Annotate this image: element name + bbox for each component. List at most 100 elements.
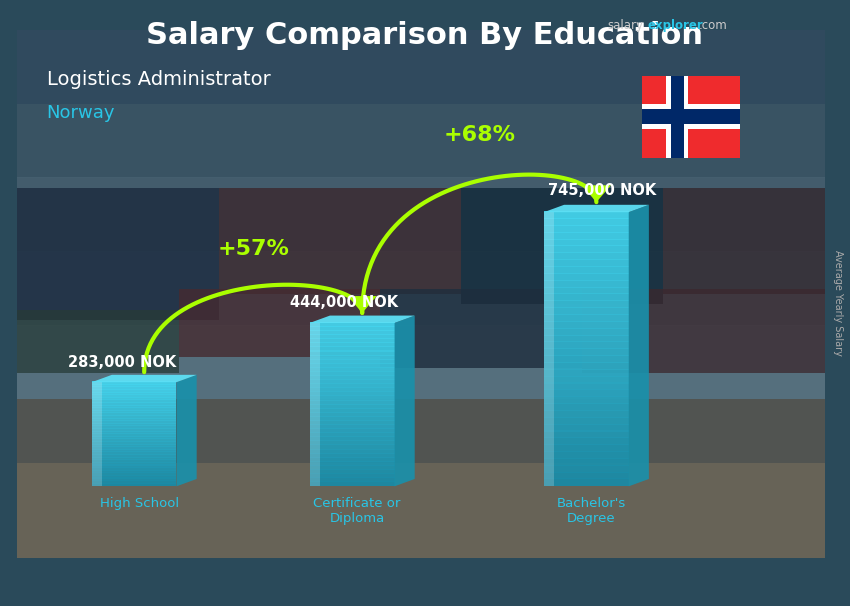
- Bar: [309, 441, 394, 445]
- Bar: [92, 407, 177, 411]
- Bar: [309, 469, 394, 474]
- Bar: [309, 432, 394, 438]
- Polygon shape: [92, 375, 196, 382]
- Bar: [92, 384, 177, 387]
- Bar: [17, 310, 178, 373]
- Bar: [309, 461, 394, 466]
- Bar: [544, 348, 629, 356]
- Polygon shape: [309, 316, 415, 323]
- Text: explorer: explorer: [648, 19, 704, 32]
- Bar: [544, 321, 629, 328]
- Bar: [544, 424, 629, 431]
- Bar: [309, 453, 394, 458]
- Bar: [92, 389, 177, 393]
- Bar: [544, 458, 629, 466]
- Bar: [544, 212, 554, 487]
- Bar: [544, 471, 629, 479]
- Bar: [17, 251, 824, 325]
- Bar: [544, 355, 629, 363]
- Bar: [380, 288, 582, 368]
- Text: 444,000 NOK: 444,000 NOK: [290, 295, 398, 310]
- Bar: [92, 459, 177, 463]
- Text: +57%: +57%: [218, 239, 289, 259]
- Bar: [544, 362, 629, 370]
- Bar: [544, 307, 629, 315]
- Bar: [544, 369, 629, 377]
- Bar: [309, 326, 394, 331]
- Text: .com: .com: [699, 19, 728, 32]
- Text: Logistics Administrator: Logistics Administrator: [47, 70, 270, 88]
- Bar: [92, 444, 177, 447]
- Bar: [92, 454, 177, 458]
- Bar: [17, 104, 824, 178]
- Bar: [309, 457, 394, 462]
- Bar: [309, 334, 394, 339]
- Bar: [92, 410, 177, 413]
- Polygon shape: [348, 296, 377, 313]
- Bar: [544, 465, 629, 473]
- Bar: [309, 375, 394, 380]
- Bar: [92, 382, 102, 487]
- Text: 745,000 NOK: 745,000 NOK: [548, 184, 656, 199]
- Bar: [544, 444, 629, 452]
- Bar: [309, 355, 394, 360]
- Bar: [544, 417, 629, 425]
- Bar: [309, 342, 394, 347]
- Bar: [92, 391, 177, 395]
- Bar: [92, 405, 177, 408]
- Bar: [309, 350, 394, 356]
- Bar: [309, 391, 394, 396]
- Polygon shape: [177, 375, 196, 487]
- Bar: [544, 341, 629, 349]
- Text: Norway: Norway: [47, 104, 116, 122]
- Bar: [544, 328, 629, 336]
- Bar: [309, 428, 394, 433]
- Bar: [92, 394, 177, 398]
- Bar: [544, 287, 629, 295]
- Bar: [309, 436, 394, 441]
- Bar: [92, 478, 177, 481]
- Bar: [92, 464, 177, 468]
- Bar: [309, 416, 394, 421]
- Bar: [309, 465, 394, 470]
- Bar: [92, 449, 177, 453]
- Bar: [461, 188, 663, 304]
- Bar: [309, 359, 394, 364]
- Bar: [309, 411, 394, 417]
- Bar: [92, 423, 177, 427]
- Bar: [582, 288, 824, 373]
- Bar: [544, 479, 629, 487]
- Bar: [309, 396, 394, 401]
- Bar: [92, 470, 177, 473]
- Bar: [309, 322, 394, 327]
- Text: Certificate or
Diploma: Certificate or Diploma: [314, 497, 401, 525]
- Bar: [309, 379, 394, 384]
- Bar: [92, 402, 177, 405]
- Bar: [544, 451, 629, 459]
- Bar: [92, 441, 177, 445]
- Bar: [92, 420, 177, 424]
- Bar: [92, 425, 177, 429]
- Bar: [544, 231, 629, 239]
- Bar: [178, 288, 380, 357]
- Bar: [544, 410, 629, 418]
- Bar: [92, 431, 177, 435]
- Text: Salary Comparison By Education: Salary Comparison By Education: [146, 21, 704, 50]
- Polygon shape: [582, 185, 611, 202]
- Bar: [544, 403, 629, 411]
- Bar: [544, 211, 629, 219]
- Bar: [309, 347, 394, 351]
- Bar: [92, 451, 177, 455]
- Bar: [309, 338, 394, 344]
- Bar: [309, 424, 394, 429]
- Bar: [309, 481, 394, 487]
- Bar: [309, 408, 394, 413]
- Bar: [544, 396, 629, 404]
- Bar: [92, 462, 177, 465]
- Bar: [17, 462, 824, 558]
- Bar: [309, 473, 394, 478]
- Bar: [92, 472, 177, 476]
- Bar: [92, 433, 177, 437]
- Bar: [309, 420, 394, 425]
- Bar: [544, 225, 629, 233]
